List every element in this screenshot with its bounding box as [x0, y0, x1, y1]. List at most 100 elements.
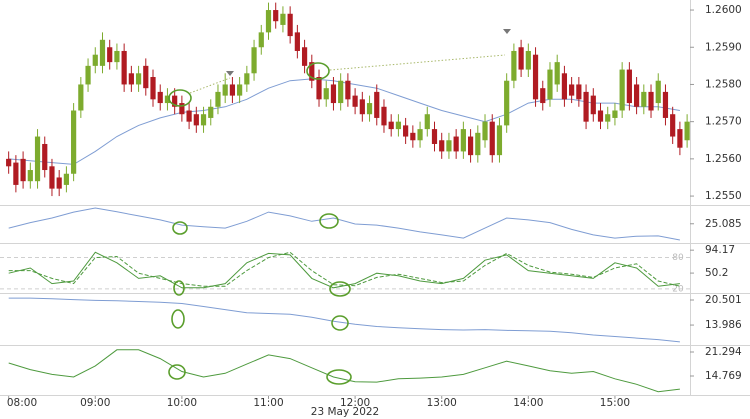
candle-body — [439, 140, 445, 152]
candle-body — [395, 121, 402, 130]
highlight-ellipse — [326, 369, 352, 385]
marker-triangle — [226, 71, 234, 76]
x-tick-label: 14:00 — [513, 397, 543, 409]
candle-body — [172, 95, 178, 107]
candle-body — [547, 69, 553, 100]
candle-body — [583, 91, 589, 122]
y-tick-label: 1.2580 — [705, 78, 742, 90]
candle-body — [626, 69, 632, 104]
candle-body — [92, 54, 98, 66]
y-tick-label: 1.2560 — [705, 153, 742, 165]
y-tick-label: 1.2600 — [705, 4, 742, 16]
candle-body — [301, 47, 308, 66]
candle-body — [49, 166, 55, 189]
candle-body — [590, 95, 596, 115]
highlight-ellipse — [319, 213, 339, 229]
candle-body — [200, 114, 207, 126]
candle-body — [114, 50, 120, 63]
x-tick-label: 13:00 — [427, 397, 457, 409]
moving-average-line — [8, 78, 680, 165]
candle-body — [597, 110, 604, 122]
x-tick-label: 09:00 — [80, 397, 110, 409]
indicator-line — [8, 349, 680, 393]
candle-body — [525, 50, 531, 70]
candle-body — [251, 47, 257, 74]
candle-body — [655, 80, 661, 104]
candle-body — [662, 91, 669, 118]
candle-body — [633, 84, 640, 107]
candle-body — [381, 106, 387, 126]
candle-body — [338, 80, 344, 104]
candle-body — [121, 50, 127, 85]
indicator-line — [8, 251, 680, 289]
x-tick-label: 10:00 — [167, 397, 197, 409]
x-tick-label: 11:00 — [253, 397, 283, 409]
candle-body — [63, 173, 70, 185]
candle-body — [330, 84, 337, 104]
candle-body — [27, 170, 33, 182]
y-tick-label: 14.769 — [705, 370, 742, 382]
candle-body — [489, 121, 495, 156]
y-tick-label: 1.2570 — [705, 116, 742, 128]
candle-body — [107, 47, 113, 63]
candle-body — [179, 103, 185, 115]
candle-body — [157, 91, 163, 104]
highlight-ellipse — [331, 315, 349, 331]
highlight-ellipse — [306, 62, 330, 80]
candle-body — [229, 84, 236, 96]
candle-body — [309, 62, 315, 81]
y-tick-label: 13.986 — [705, 319, 742, 331]
candle-body — [511, 50, 517, 81]
candle-body — [569, 84, 575, 96]
date-label: 23 May 2022 — [311, 406, 379, 418]
dotted-trendline — [329, 54, 506, 71]
level-label: 20 — [672, 284, 684, 294]
indicator-line — [8, 251, 681, 287]
candle-body — [13, 162, 19, 185]
highlight-ellipse — [168, 89, 192, 107]
candle-body — [619, 69, 625, 111]
candle-body — [352, 95, 358, 107]
candle-body — [273, 10, 279, 22]
candle-body — [403, 125, 409, 137]
x-tick-label: 12:00 — [340, 397, 370, 409]
candle-body — [258, 32, 264, 48]
candle-body — [34, 136, 41, 182]
candle-body — [576, 84, 582, 100]
candle-body — [215, 91, 221, 107]
candle-body — [164, 95, 171, 104]
candle-body — [85, 65, 91, 85]
candle-body — [150, 77, 156, 100]
candle-body — [554, 62, 560, 85]
candle-body — [345, 80, 351, 100]
candle-body — [561, 73, 568, 100]
candle-body — [424, 114, 430, 130]
candle-body — [71, 110, 77, 174]
candle-body — [265, 10, 272, 33]
highlight-ellipse — [168, 364, 186, 380]
y-tick-label: 20.501 — [705, 294, 742, 306]
candle-body — [42, 143, 48, 171]
y-tick-label: 1.2550 — [705, 190, 742, 202]
candle-body — [20, 158, 26, 182]
candle-body — [208, 106, 214, 118]
candle-body — [410, 132, 416, 141]
candle-body — [482, 121, 488, 141]
candle-body — [294, 32, 300, 51]
indicator-line — [8, 207, 680, 241]
candle-body — [374, 91, 380, 118]
candle-body — [287, 13, 293, 37]
candle-body — [222, 84, 228, 96]
y-tick-label: 50.2 — [705, 267, 728, 279]
y-tick-label: 21.294 — [705, 346, 742, 358]
candle-body — [453, 136, 459, 152]
candle-body — [460, 129, 466, 152]
candle-body — [677, 129, 683, 148]
highlight-ellipse — [172, 221, 188, 235]
candle-body — [540, 88, 546, 104]
trend-markers — [189, 54, 506, 94]
candle-body — [323, 88, 329, 100]
y-tick-label: 25.085 — [705, 218, 742, 230]
candle-body — [504, 80, 510, 126]
